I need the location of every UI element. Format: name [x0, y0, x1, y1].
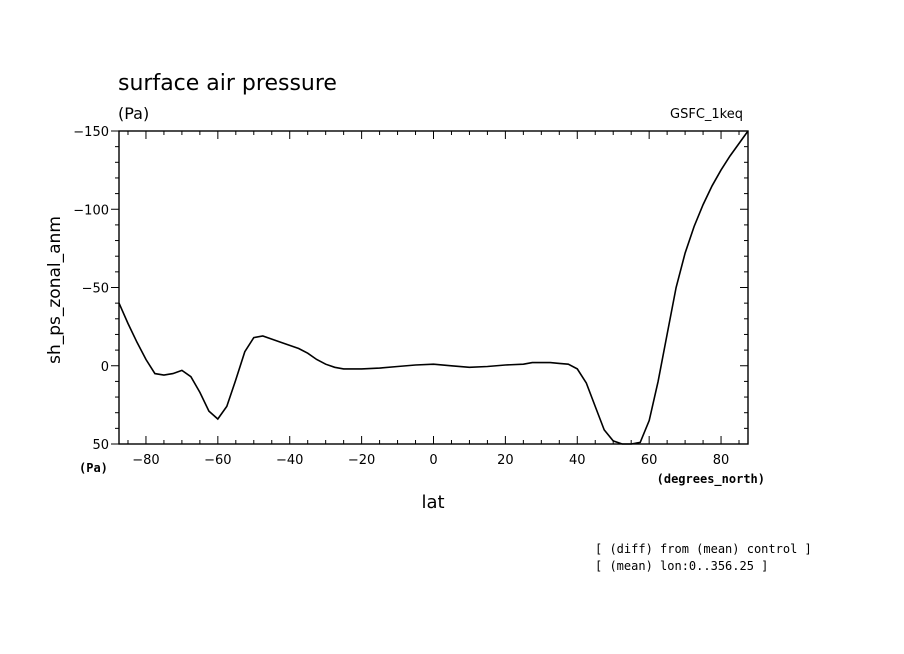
y-tick-label: 50 [92, 438, 109, 453]
y-axis-label: sh_ps_zonal_anm [45, 216, 65, 364]
y-tick-label: −150 [73, 125, 109, 140]
chart-title: surface air pressure [118, 71, 337, 96]
x-tick-label: −20 [348, 453, 375, 468]
plot-frame [118, 130, 749, 445]
x-tick-label: −80 [132, 453, 159, 468]
tick-labels: −80 −60 −40 −20 0 20 40 60 80 −150 −100 −50 0 50 [73, 125, 729, 468]
series-line [118, 130, 749, 445]
x-tick-label: −60 [204, 453, 231, 468]
note-diff: [ (diff) from (mean) control ] [595, 542, 812, 556]
x-tick-label: −40 [276, 453, 303, 468]
x-tick-label: 0 [429, 453, 437, 468]
y-tick-label: −100 [73, 203, 109, 218]
x-tick-label: 60 [641, 453, 658, 468]
note-mean: [ (mean) lon:0..356.25 ] [595, 559, 768, 573]
model-label: GSFC_1keq [670, 107, 743, 122]
tick-marks [111, 130, 748, 445]
y-tick-label: −50 [82, 282, 109, 297]
x-tick-label: 20 [497, 453, 514, 468]
x-tick-label: 80 [713, 453, 730, 468]
x-axis-label: lat [421, 492, 444, 513]
x-tick-label: 40 [569, 453, 586, 468]
y-tick-label: 0 [101, 360, 109, 375]
x-axis-units: (degrees_north) [657, 472, 765, 487]
y-axis-units: (Pa) [79, 461, 108, 475]
chart-units: (Pa) [118, 104, 149, 123]
